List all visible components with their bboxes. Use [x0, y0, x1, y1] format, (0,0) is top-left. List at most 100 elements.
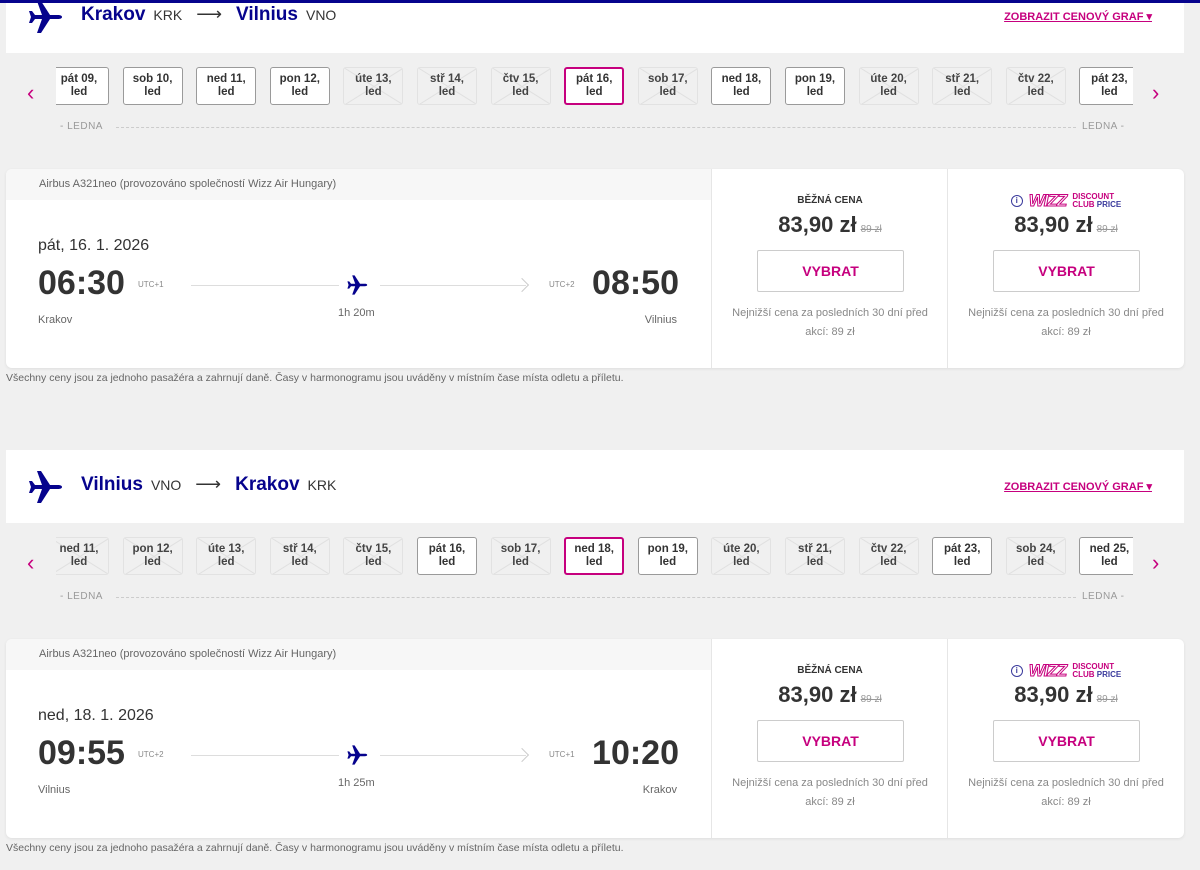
date-label: úte 20, [870, 73, 907, 85]
arrival-timezone: UTC+2 [549, 280, 575, 289]
month-label: - LEDNA [60, 121, 103, 132]
select-regular-button[interactable]: VYBRAT [757, 250, 904, 292]
select-regular-button[interactable]: VYBRAT [757, 720, 904, 762]
date-chip: ned 11, led [56, 537, 109, 575]
lowest-price-note: Nejnižší cena za posledních 30 dní před … [968, 307, 1164, 338]
month-label: - LEDNA [60, 591, 103, 602]
lowest-price-note: Nejnižší cena za posledních 30 dní před … [732, 307, 928, 338]
old-price: 89 zł [860, 224, 882, 235]
month-abbr: led [733, 86, 750, 98]
month-abbr: led [365, 556, 382, 568]
date-selector: pát 09, led sob 10, led ned 11, led pon 12, led… [56, 67, 1133, 107]
lowest-price-note: Nejnižší cena za posledních 30 dní před … [732, 777, 928, 808]
prev-dates-chevron-icon[interactable]: ‹ [27, 550, 35, 575]
old-price: 89 zł [1096, 224, 1118, 235]
month-abbr: led [438, 556, 456, 568]
price-graph-link[interactable]: ZOBRAZIT CENOVÝ GRAF ▾ [1004, 11, 1152, 23]
date-label: stř 21, [798, 543, 832, 555]
month-abbr: led [585, 86, 603, 98]
month-divider [116, 127, 1076, 128]
destination-code: KRK [307, 477, 337, 493]
regular-price-column: BĚŽNÁ CENA 83,90 zł 89 zł VYBRAT Nejnižší… [711, 169, 948, 368]
date-label: úte 13, [355, 73, 392, 85]
date-chip: úte 20, led [711, 537, 772, 575]
date-chip[interactable]: ned 25, led [1079, 537, 1133, 575]
date-chip[interactable]: pon 19, led [637, 537, 698, 575]
route-header: Krakov KRK ⟶ Vilnius VNO ZOBRAZIT CENOVÝ… [6, 0, 1184, 53]
route-line [191, 285, 339, 286]
date-label: čtv 15, [355, 543, 392, 555]
month-abbr: led [659, 86, 677, 98]
month-abbr: led [438, 86, 456, 98]
date-label: pát 16, [575, 73, 613, 85]
select-club-button[interactable]: VYBRAT [993, 250, 1140, 292]
next-dates-chevron-icon[interactable]: › [1152, 80, 1160, 105]
regular-price: 83,90 zł 89 zł [712, 682, 948, 708]
month-abbr: led [880, 556, 897, 568]
date-chip[interactable]: pon 12, led [269, 67, 330, 105]
date-label: úte 20, [723, 543, 760, 555]
regular-price: 83,90 zł 89 zł [712, 212, 948, 238]
month-abbr: led [733, 556, 750, 568]
date-chip[interactable]: sob 10, led [122, 67, 183, 105]
route-line [191, 755, 339, 756]
month-abbr: led [217, 86, 235, 98]
date-label: čtv 15, [502, 73, 539, 85]
date-label: pát 09, [60, 73, 98, 85]
lowest-price-note: Nejnižší cena za posledních 30 dní před … [968, 777, 1164, 808]
date-chip[interactable]: pon 19, led [785, 67, 845, 105]
month-abbr: led [880, 86, 897, 98]
flight-date: ned, 18. 1. 2026 [38, 707, 154, 724]
flight-date: pát, 16. 1. 2026 [38, 237, 150, 254]
month-abbr: led [512, 86, 529, 98]
month-abbr: led [291, 86, 309, 98]
date-chip[interactable]: pát 23, led [1079, 67, 1133, 105]
date-label: pon 12, [132, 543, 173, 555]
regular-price-label: BĚŽNÁ CENA [797, 195, 863, 206]
aircraft-info: Airbus A321neo (provozováno společností … [6, 169, 711, 200]
flight-duration: 1h 20m [338, 307, 375, 319]
date-chip[interactable]: ned 18, led [711, 67, 772, 105]
arrival-timezone: UTC+1 [549, 750, 575, 759]
date-chip: sob 17, led [490, 537, 551, 575]
club-price: 83,90 zł 89 zł [948, 682, 1184, 708]
date-chip: stř 21, led [785, 537, 845, 575]
select-club-button[interactable]: VYBRAT [993, 720, 1140, 762]
date-chip[interactable]: pát 16, led [417, 537, 477, 575]
info-icon[interactable]: i [1010, 665, 1023, 677]
aircraft-info: Airbus A321neo (provozováno společností … [6, 639, 711, 670]
date-label: ned 18, [574, 543, 614, 555]
date-chip: sob 24, led [1005, 537, 1066, 575]
next-dates-chevron-icon[interactable]: › [1152, 550, 1160, 575]
route-line [380, 285, 526, 286]
logo-text: PRICE [1096, 200, 1122, 209]
flight-section: Krakov KRK ⟶ Vilnius VNO ZOBRAZIT CENOVÝ… [0, 0, 1200, 400]
date-chip: stř 14, led [417, 67, 477, 105]
date-label: pát 23, [943, 543, 981, 555]
date-label: čtv 22, [870, 543, 907, 555]
date-chip[interactable]: ned 18, led [564, 537, 625, 575]
date-chip[interactable]: pát 16, led [564, 67, 625, 105]
date-label: čtv 22, [1017, 73, 1054, 85]
month-abbr: led [70, 556, 88, 568]
destination-code: VNO [305, 7, 337, 23]
old-price: 89 zł [1096, 694, 1118, 705]
flight-duration: 1h 25m [338, 777, 375, 789]
prev-dates-chevron-icon[interactable]: ‹ [27, 80, 35, 105]
price-graph-link[interactable]: ZOBRAZIT CENOVÝ GRAF ▾ [1004, 481, 1152, 493]
month-abbr: led [585, 556, 603, 568]
top-brand-bar [0, 0, 1200, 3]
info-icon[interactable]: i [1010, 195, 1023, 207]
month-abbr: led [806, 556, 824, 568]
date-label: stř 14, [430, 73, 464, 85]
logo-text: CLUB [1072, 670, 1095, 679]
date-chip[interactable]: ned 11, led [196, 67, 257, 105]
club-price-column: i WIZZ DISCOUNT CLUB PRICE 83,90 zł 89 zł … [947, 169, 1184, 368]
date-chip[interactable]: pát 23, led [932, 537, 993, 575]
club-price: 83,90 zł 89 zł [948, 212, 1184, 238]
arrival-place: Krakov [642, 784, 677, 796]
date-label: ned 11, [206, 73, 246, 85]
date-chip[interactable]: pát 09, led [56, 67, 109, 105]
club-price-column: i WIZZ DISCOUNT CLUB PRICE 83,90 zł 89 zł … [947, 639, 1184, 838]
departure-time: 09:55 [38, 734, 125, 772]
